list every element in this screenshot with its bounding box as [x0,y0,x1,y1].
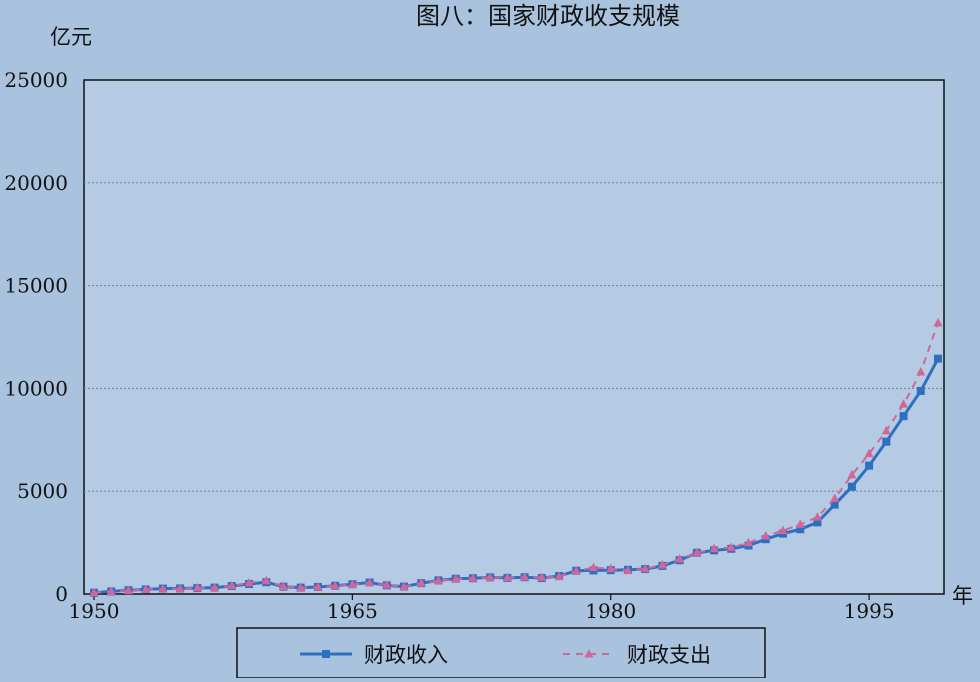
plot-area [83,79,945,595]
data-point [468,573,478,582]
data-point [123,585,133,594]
data-point [554,571,564,581]
data-point [485,572,495,581]
data-point [847,469,857,479]
data-point [106,586,116,595]
data-point [795,519,805,528]
data-point [589,562,599,572]
data-point [916,366,926,376]
data-point [675,554,685,563]
data-point [261,575,271,585]
data-point [933,317,943,327]
data-point [830,500,839,509]
data-point [158,583,168,593]
data-point [623,565,633,575]
data-point [399,581,409,591]
data-point [571,565,581,575]
data-point [89,587,99,597]
data-point [313,582,323,591]
data-point [502,572,512,582]
data-point [812,512,822,521]
x-tick-label: 1950 [69,599,120,623]
data-point [433,575,443,585]
legend-label: 财政收入 [364,643,448,667]
data-point [709,543,719,553]
x-tick-label: 1980 [585,599,636,623]
data-point [244,577,254,587]
data-point [537,572,547,581]
data-point [865,461,874,470]
x-tick-label: 1965 [327,599,378,623]
data-point [365,577,375,587]
data-point [899,412,908,421]
data-point [934,354,942,363]
data-point [916,386,925,395]
data-point [847,482,856,491]
data-point [606,563,616,573]
data-point [451,573,461,583]
x-tick-label: 1995 [844,599,895,623]
data-point [830,493,840,503]
data-point [416,578,426,587]
y-tick-label: 25000 [4,68,68,92]
y-axis-unit: 亿元 [50,25,92,49]
data-point [657,560,667,569]
x-axis-unit: 年 [952,584,973,608]
data-point [778,525,788,535]
data-point [210,582,220,592]
y-tick-label: 10000 [4,376,68,400]
data-point [278,581,288,590]
data-point [864,448,874,458]
data-point [882,437,891,446]
data-point [899,399,909,408]
chart-title: 图八：国家财政收支规模 [416,2,680,30]
data-point [227,580,237,590]
data-point [692,547,702,557]
y-tick-label: 0 [55,582,68,606]
data-point [726,542,736,551]
data-point [640,563,650,573]
y-tick-label: 5000 [17,479,68,503]
data-point [330,580,340,590]
data-point [192,582,202,592]
data-point [520,572,530,581]
data-point [141,584,151,593]
y-tick-label: 15000 [4,274,68,298]
data-point [175,583,185,593]
legend-label: 财政支出 [627,643,711,667]
data-point [347,579,357,589]
data-point [881,425,891,435]
y-tick-label: 20000 [4,171,68,195]
data-point [382,579,392,589]
legend-marker [322,650,330,658]
data-point [744,537,754,547]
legend-marker [584,649,594,658]
data-point [796,525,805,534]
data-point [296,582,306,592]
data-point [761,530,771,540]
data-point [813,518,822,527]
